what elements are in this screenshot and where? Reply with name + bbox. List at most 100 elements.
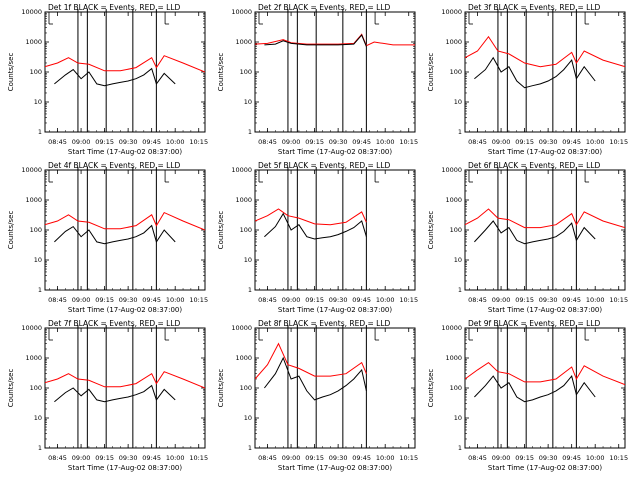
x-tick-label: 09:45 [352, 454, 371, 462]
x-tick-label: 09:15 [515, 138, 534, 146]
series-line-events [474, 220, 596, 245]
panel-det-8: Det 8f BLACK = Events, RED = LLD 1 10 100 10… [217, 319, 418, 472]
x-tick-label: 09:45 [562, 296, 581, 304]
x-axis-label: Start Time (17-Aug-02 08:37:00) [278, 148, 392, 156]
plot-frame [44, 169, 206, 291]
y-tick-label: 10 [454, 414, 462, 422]
y-tick-label: 10000 [441, 8, 462, 16]
y-tick-label: 1 [248, 128, 252, 136]
x-tick-label: 09:30 [539, 296, 558, 304]
x-tick-label: 10:15 [189, 296, 208, 304]
series-group [465, 361, 625, 403]
x-tick-label: 09:00 [492, 454, 511, 462]
x-tick-label: 09:00 [282, 138, 301, 146]
x-tick-label: 09:15 [305, 138, 324, 146]
y-axis-label: Counts/sec [7, 53, 15, 92]
panel-det-9: Det 9f BLACK = Events, RED = LLD 1 10 100 10… [427, 319, 628, 472]
x-tick-label: 08:45 [258, 138, 277, 146]
series-line-events [54, 384, 176, 403]
x-tick-label: 08:45 [468, 296, 487, 304]
x-tick-label: 08:45 [258, 296, 277, 304]
y-tick-label: 1000 [445, 196, 462, 204]
plot-frame [254, 169, 416, 291]
x-axis-label: Start Time (17-Aug-02 08:37:00) [488, 306, 602, 314]
y-tick-label: 1 [38, 128, 42, 136]
x-tick-label: 10:15 [609, 138, 628, 146]
panel-title: Det 7f BLACK = Events, RED = LLD [48, 319, 181, 328]
panel-title: Det 6f BLACK = Events, RED = LLD [468, 161, 601, 170]
panel-title: Det 1f BLACK = Events, RED = LLD [48, 3, 181, 12]
x-tick-label: 08:45 [258, 454, 277, 462]
x-tick-label: 09:15 [95, 296, 114, 304]
x-tick-label: 09:45 [562, 138, 581, 146]
y-tick-label: 1000 [235, 196, 252, 204]
panel-det-2: Det 2f BLACK = Events, RED = LLD 1 10 100 10… [217, 3, 418, 156]
y-tick-label: 100 [30, 384, 42, 392]
x-tick-label: 09:00 [72, 454, 91, 462]
y-tick-label: 10 [454, 256, 462, 264]
series-line-lld [255, 342, 367, 380]
y-tick-label: 1 [248, 444, 252, 452]
y-tick-label: 10 [34, 98, 42, 106]
panel-title: Det 5f BLACK = Events, RED = LLD [258, 161, 391, 170]
series-group [255, 33, 415, 47]
y-tick-label: 1000 [235, 38, 252, 46]
x-tick-label: 09:30 [329, 138, 348, 146]
y-tick-label: 10 [34, 256, 42, 264]
panel-title: Det 3f BLACK = Events, RED = LLD [468, 3, 601, 12]
x-tick-label: 09:45 [142, 454, 161, 462]
y-tick-label: 100 [240, 68, 252, 76]
panel-title: Det 4f BLACK = Events, RED = LLD [48, 161, 181, 170]
x-tick-label: 09:00 [492, 138, 511, 146]
x-axis-label: Start Time (17-Aug-02 08:37:00) [278, 464, 392, 472]
x-tick-label: 09:30 [539, 454, 558, 462]
x-axis-label: Start Time (17-Aug-02 08:37:00) [68, 464, 182, 472]
y-axis-label: Counts/sec [7, 211, 15, 250]
y-tick-label: 10000 [231, 324, 252, 332]
x-tick-label: 10:00 [166, 454, 185, 462]
x-tick-label: 09:30 [539, 138, 558, 146]
x-tick-label: 09:15 [95, 138, 114, 146]
y-tick-label: 1000 [25, 354, 42, 362]
series-group [45, 211, 205, 245]
x-tick-label: 09:30 [329, 454, 348, 462]
x-tick-label: 09:15 [515, 296, 534, 304]
x-tick-label: 10:00 [376, 454, 395, 462]
x-tick-label: 09:30 [329, 296, 348, 304]
x-tick-label: 08:45 [48, 454, 67, 462]
series-group [465, 208, 625, 245]
x-tick-label: 09:15 [305, 454, 324, 462]
y-tick-label: 10 [454, 98, 462, 106]
x-tick-label: 09:45 [352, 296, 371, 304]
panel-det-3: Det 3f BLACK = Events, RED = LLD 1 10 100 10… [427, 3, 628, 156]
x-tick-label: 10:15 [189, 454, 208, 462]
series-line-events [54, 224, 176, 245]
x-axis-label: Start Time (17-Aug-02 08:37:00) [488, 464, 602, 472]
series-group [45, 55, 205, 87]
x-tick-label: 10:00 [586, 138, 605, 146]
y-tick-label: 10 [244, 98, 252, 106]
x-tick-label: 09:30 [119, 138, 138, 146]
x-tick-label: 08:45 [48, 138, 67, 146]
y-tick-label: 100 [450, 68, 462, 76]
y-tick-label: 10000 [441, 324, 462, 332]
y-tick-label: 1 [38, 286, 42, 294]
y-axis-label: Counts/sec [427, 369, 435, 408]
panel-det-5: Det 5f BLACK = Events, RED = LLD 1 10 100 10… [217, 161, 418, 314]
panel-title: Det 2f BLACK = Events, RED = LLD [258, 3, 391, 12]
x-tick-label: 09:00 [492, 296, 511, 304]
series-group [255, 208, 367, 240]
panel-det-6: Det 6f BLACK = Events, RED = LLD 1 10 100 10… [427, 161, 628, 314]
y-tick-label: 1 [38, 444, 42, 452]
x-tick-label: 09:45 [562, 454, 581, 462]
series-line-lld [45, 55, 205, 73]
y-tick-label: 1000 [445, 38, 462, 46]
x-tick-label: 08:45 [48, 296, 67, 304]
y-tick-label: 10 [244, 256, 252, 264]
y-axis-label: Counts/sec [217, 53, 225, 92]
x-tick-label: 10:00 [376, 296, 395, 304]
y-tick-label: 1000 [445, 354, 462, 362]
series-line-lld [45, 211, 205, 231]
y-axis-label: Counts/sec [7, 369, 15, 408]
y-axis-label: Counts/sec [427, 53, 435, 92]
